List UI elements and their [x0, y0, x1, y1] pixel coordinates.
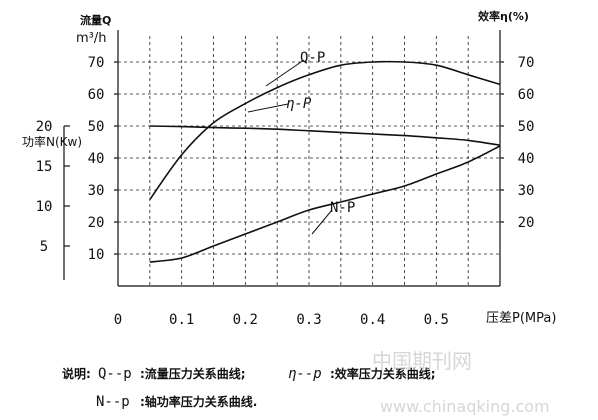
x-tick-label: 0.2 — [233, 312, 258, 328]
x-tick-label: 0.4 — [360, 312, 385, 328]
y-power-label: 功率N(Kw) — [22, 134, 82, 149]
y-right-tick-label: 70 — [518, 55, 535, 71]
legend-text-q-p: :流量压力关系曲线; — [140, 366, 246, 381]
legend-symbol-q-p: Q--p — [98, 366, 132, 382]
legend-text-eta-p: :效率压力关系曲线; — [330, 366, 436, 381]
y-power-tick-label: 5 — [40, 239, 48, 255]
y-left-tick-label: 30 — [88, 183, 105, 199]
grid-lines — [118, 36, 500, 286]
legend-prefix: 说明: — [62, 366, 91, 381]
y-left-tick-label: 60 — [88, 87, 105, 103]
y-right-tick-label: 50 — [518, 119, 535, 135]
x-axis-label: 压差P(MPa) — [486, 311, 556, 326]
curve-q-p — [149, 60, 501, 201]
legend-symbol-eta-p: η--p — [288, 366, 322, 382]
legend-symbol-n-p: N--p — [96, 394, 130, 410]
y-left-tick-label: 70 — [88, 55, 105, 71]
watermark-bottom: www.chinaqking.com — [380, 397, 550, 416]
x-tick-label: 0.1 — [169, 312, 194, 328]
curve-label-eta-p: η-P — [286, 96, 312, 112]
leader-line-n-p — [311, 209, 333, 235]
y-left-label-top: 流量Q — [80, 13, 111, 27]
y-power-tick-label: 10 — [36, 199, 53, 215]
watermark-top: 中国期刊网 — [372, 349, 472, 373]
x-tick-label: 0.3 — [296, 312, 321, 328]
curve-eta-p — [149, 125, 501, 146]
tick-labels: 10 20 30 40 50 60 70 20 30 40 50 60 70 5 10 15 20 0 0.1 0.2… — [36, 55, 535, 328]
curves — [149, 60, 501, 263]
y-left-tick-label: 40 — [88, 151, 105, 167]
y-right-tick-label: 60 — [518, 87, 535, 103]
y-right-tick-label: 40 — [518, 151, 535, 167]
leader-line-eta-p — [247, 103, 289, 113]
y-power-tick-label: 15 — [36, 159, 53, 175]
y-left-tick-label: 10 — [88, 247, 105, 263]
x-tick-label: 0.5 — [424, 312, 449, 328]
y-right-label: 效率η(%) — [478, 9, 529, 23]
curve-n-p — [149, 145, 501, 263]
y-right-tick-label: 30 — [518, 183, 535, 199]
y-right-tick-label: 20 — [518, 215, 535, 231]
x-tick-label: 0 — [114, 312, 122, 328]
curve-label-q-p: Q-P — [300, 50, 325, 66]
axes — [63, 30, 504, 287]
legend-text-n-p: :轴功率压力关系曲线. — [140, 394, 257, 409]
curve-label-n-p: N-P — [330, 200, 355, 216]
y-left-tick-label: 50 — [88, 119, 105, 135]
y-left-label-unit: m³/h — [76, 31, 107, 46]
y-left-tick-label: 20 — [88, 215, 105, 231]
leader-line-q-p — [265, 59, 305, 87]
y-power-tick-label: 20 — [36, 119, 53, 135]
